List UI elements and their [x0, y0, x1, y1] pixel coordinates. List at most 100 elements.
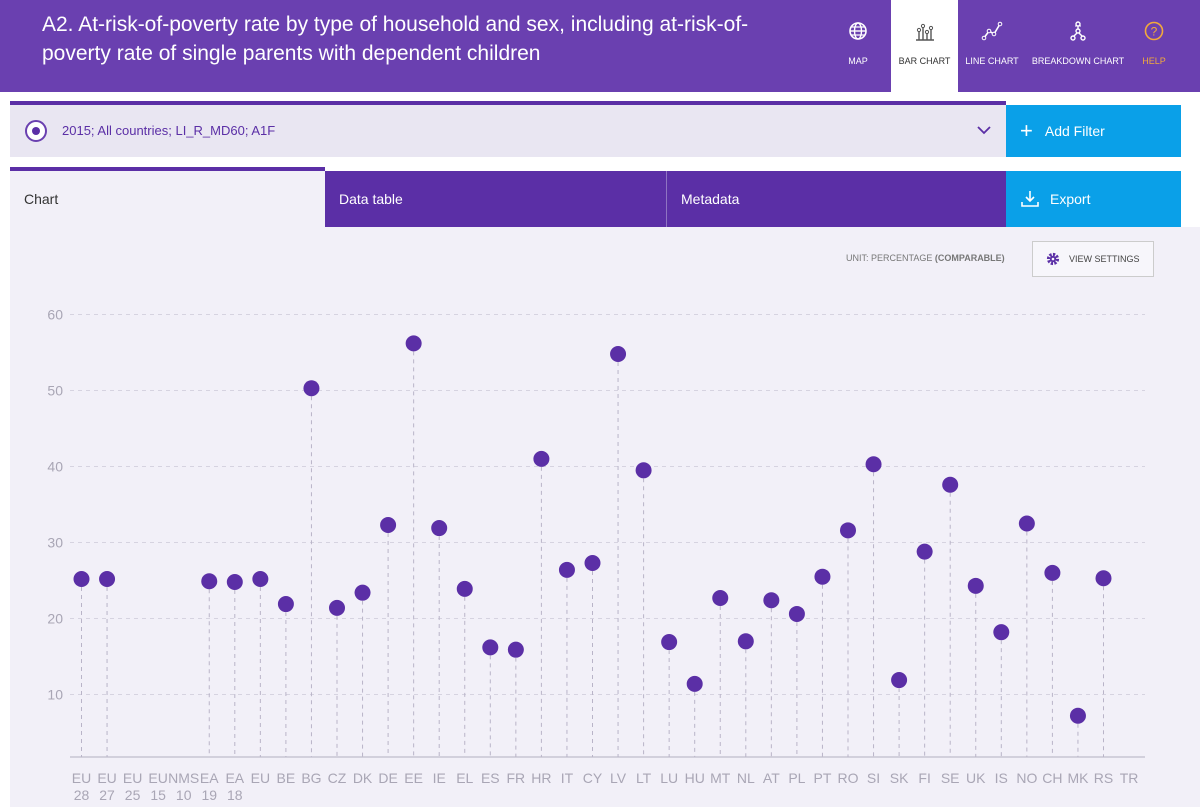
- tab-bar: Chart Data table Metadata: [10, 167, 1006, 227]
- x-tick-label: AT: [763, 770, 780, 786]
- x-tick-label: NL: [737, 770, 755, 786]
- data-point: [405, 335, 422, 352]
- tab-chart[interactable]: Chart: [10, 167, 325, 227]
- x-tick-label: LT: [636, 770, 652, 786]
- view-nav: MAP BAR CHART LINE CHART BREAKDOWN CHART…: [825, 0, 1178, 92]
- nav-help[interactable]: ? HELP: [1130, 0, 1178, 92]
- data-point: [737, 633, 754, 650]
- x-tick-label: EL: [456, 770, 473, 786]
- x-tick-label: 28: [74, 787, 90, 803]
- unit-label: UNIT: PERCENTAGE (COMPARABLE): [846, 253, 1005, 263]
- nav-breakdown-chart-label: BREAKDOWN CHART: [1031, 56, 1125, 66]
- filter-radio[interactable]: [25, 120, 47, 142]
- data-point: [1018, 515, 1035, 532]
- x-tick-label: BE: [277, 770, 296, 786]
- data-point: [482, 639, 499, 656]
- y-tick-label: 30: [47, 535, 63, 551]
- x-tick-label: 19: [201, 787, 217, 803]
- x-tick-label: EU: [251, 770, 270, 786]
- data-point: [558, 561, 575, 578]
- data-point: [967, 577, 984, 594]
- data-point: [993, 624, 1010, 641]
- data-point: [942, 476, 959, 493]
- filter-bar[interactable]: 2015; All countries; LI_R_MD60; A1F: [10, 101, 1006, 157]
- nav-breakdown-chart[interactable]: BREAKDOWN CHART: [1026, 0, 1130, 92]
- x-tick-label: TR: [1120, 770, 1139, 786]
- data-point: [456, 580, 473, 597]
- x-tick-label: 15: [150, 787, 166, 803]
- filter-text: 2015; All countries; LI_R_MD60; A1F: [62, 123, 276, 138]
- x-tick-label: PL: [788, 770, 805, 786]
- view-settings-label: VIEW SETTINGS: [1069, 254, 1140, 264]
- data-point: [1044, 564, 1061, 581]
- data-point: [201, 573, 218, 590]
- x-tick-label: DK: [353, 770, 373, 786]
- x-tick-label: LV: [610, 770, 627, 786]
- page-title: A2. At-risk-of-poverty rate by type of h…: [42, 13, 749, 65]
- x-tick-label: NO: [1016, 770, 1037, 786]
- gear-icon: [1046, 252, 1060, 266]
- data-point: [788, 605, 805, 622]
- x-tick-label: MK: [1067, 770, 1089, 786]
- data-point: [277, 596, 294, 613]
- data-point: [814, 568, 831, 585]
- nav-map-label: MAP: [848, 56, 868, 66]
- data-point: [431, 520, 448, 537]
- data-point: [533, 450, 550, 467]
- y-tick-label: 10: [47, 687, 63, 703]
- data-point: [763, 592, 780, 609]
- unit-prefix: UNIT: PERCENTAGE: [846, 253, 933, 263]
- nav-map[interactable]: MAP: [825, 0, 891, 92]
- tab-metadata[interactable]: Metadata: [667, 171, 1006, 227]
- x-tick-label: FI: [918, 770, 930, 786]
- x-tick-label: 18: [227, 787, 243, 803]
- data-point: [661, 634, 678, 651]
- x-tick-label: 10: [176, 787, 192, 803]
- y-tick-label: 20: [47, 611, 63, 627]
- x-tick-label: CH: [1042, 770, 1062, 786]
- data-point: [584, 555, 601, 572]
- y-tick-label: 40: [47, 459, 63, 475]
- x-tick-label: EE: [404, 770, 423, 786]
- add-filter-label: Add Filter: [1044, 123, 1105, 139]
- x-tick-label: FR: [507, 770, 526, 786]
- data-point: [610, 346, 627, 363]
- data-point: [354, 584, 371, 601]
- x-tick-label: DE: [378, 770, 397, 786]
- x-tick-label: EU: [148, 770, 167, 786]
- unit-suffix: (COMPARABLE): [934, 253, 1005, 263]
- nav-bar-chart[interactable]: BAR CHART: [891, 0, 958, 92]
- line-chart-icon: [981, 21, 1003, 41]
- data-point: [226, 574, 243, 591]
- nav-help-label: HELP: [1142, 56, 1166, 66]
- bar-chart-icon: [915, 23, 934, 41]
- export-button[interactable]: Export: [1006, 171, 1181, 227]
- data-point: [916, 543, 933, 560]
- add-filter-button[interactable]: + Add Filter: [1006, 105, 1181, 157]
- x-tick-label: 25: [125, 787, 141, 803]
- nav-bar-chart-label: BAR CHART: [898, 56, 951, 66]
- nav-line-chart-label: LINE CHART: [965, 56, 1019, 66]
- nav-line-chart[interactable]: LINE CHART: [958, 0, 1026, 92]
- x-tick-label: NMS: [168, 770, 199, 786]
- x-tick-label: IS: [995, 770, 1008, 786]
- x-tick-label: EU: [72, 770, 91, 786]
- x-tick-label: IT: [561, 770, 574, 786]
- data-point: [891, 672, 908, 689]
- y-tick-label: 50: [47, 383, 63, 399]
- tab-data-table[interactable]: Data table: [325, 171, 667, 227]
- y-tick-label: 60: [47, 307, 63, 323]
- x-tick-label: CY: [583, 770, 603, 786]
- chart-panel: [10, 227, 1200, 807]
- header: A2. At-risk-of-poverty rate by type of h…: [0, 0, 1200, 92]
- x-tick-label: UK: [966, 770, 986, 786]
- chevron-down-icon[interactable]: [976, 122, 992, 138]
- data-point: [712, 589, 729, 606]
- data-point: [1095, 570, 1112, 587]
- x-tick-label: PT: [814, 770, 832, 786]
- x-tick-label: HU: [685, 770, 705, 786]
- globe-icon: [849, 22, 867, 40]
- x-tick-label: EU: [123, 770, 142, 786]
- breakdown-icon: [1070, 21, 1086, 41]
- view-settings-button[interactable]: VIEW SETTINGS: [1032, 241, 1154, 277]
